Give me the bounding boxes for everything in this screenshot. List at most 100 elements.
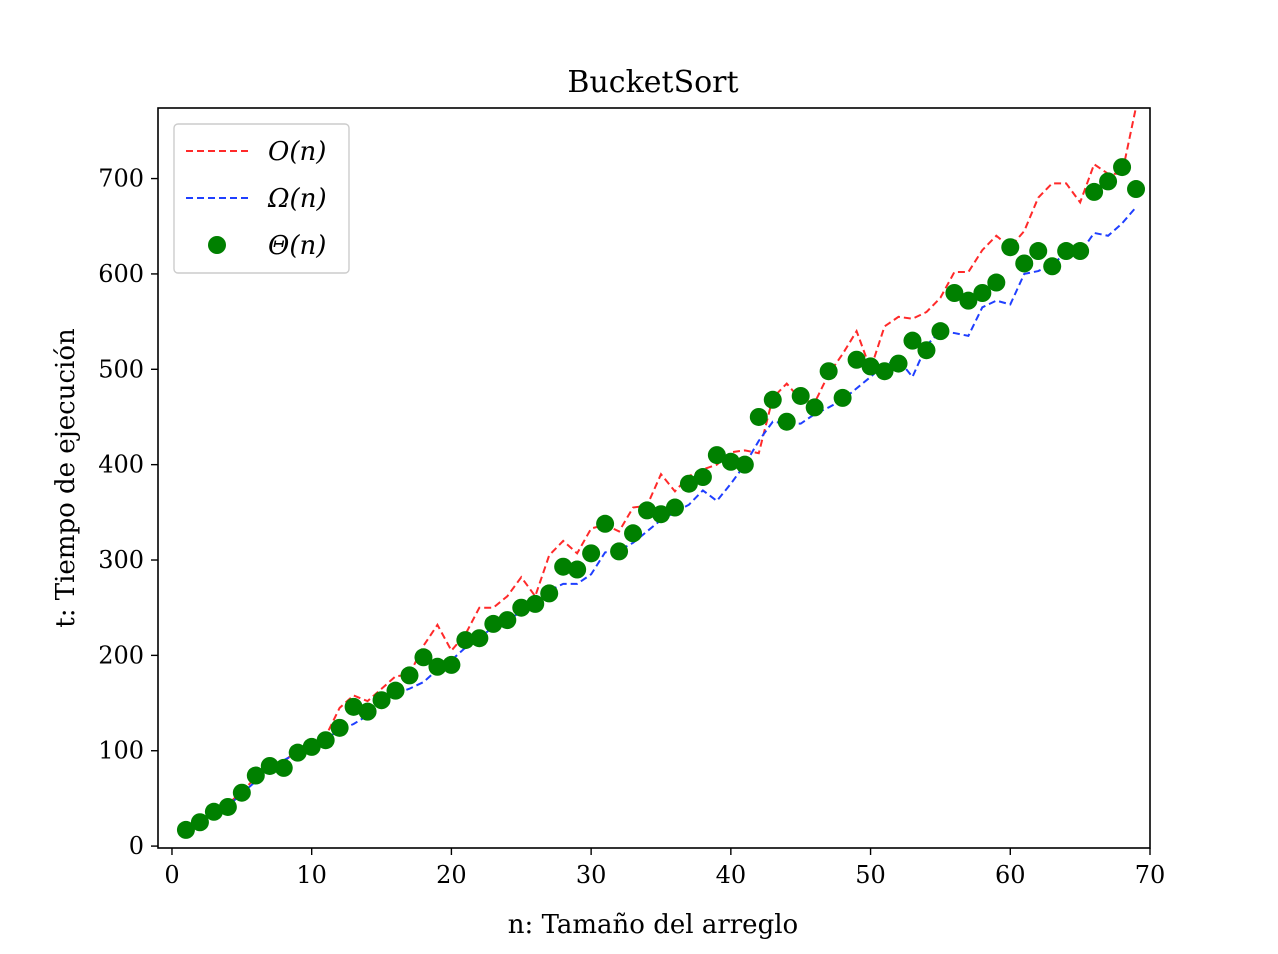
series-theta-point: [679, 474, 698, 493]
series-theta-point: [232, 783, 251, 802]
series-theta-point: [1113, 158, 1132, 177]
series-theta-point: [330, 718, 349, 737]
plot-frame: [157, 107, 1151, 849]
series-theta-point: [959, 291, 978, 310]
series-theta-point: [917, 341, 936, 360]
plot-area: [176, 108, 1146, 839]
y-tick-label: 200: [98, 641, 144, 669]
series-theta-point: [707, 446, 726, 465]
series-theta-point: [582, 544, 601, 563]
series-theta-point: [568, 560, 587, 579]
series-theta-point: [889, 354, 908, 373]
series-theta-point: [596, 514, 615, 533]
series-theta-point: [805, 398, 824, 417]
series-theta-point: [1015, 254, 1034, 273]
x-tick-label: 60: [995, 861, 1026, 889]
series-theta-point: [749, 407, 768, 426]
series-theta-point: [442, 655, 461, 674]
series-theta-point: [833, 388, 852, 407]
x-tick-label: 20: [436, 861, 467, 889]
series-theta-point: [819, 362, 838, 381]
x-tick-label: 40: [716, 861, 747, 889]
series-theta-point: [624, 524, 643, 543]
series-theta-point: [973, 284, 992, 302]
series-theta-point: [1099, 172, 1118, 191]
series-theta-point: [274, 758, 293, 777]
series-theta-point: [721, 452, 740, 471]
series-theta-point: [176, 820, 195, 839]
series-theta-point: [218, 797, 237, 816]
series-theta-point: [945, 284, 964, 302]
series-theta-point: [777, 412, 796, 431]
series-theta-point: [1127, 180, 1146, 199]
y-tick-label: 500: [98, 355, 144, 383]
series-theta-point: [190, 813, 209, 832]
series-theta-point: [651, 505, 670, 524]
legend-label-theta: Θ(n): [268, 231, 326, 261]
series-theta-point: [554, 557, 573, 576]
series-theta-point: [302, 737, 321, 756]
y-tick-label: 0: [129, 832, 144, 860]
y-tick-label: 400: [98, 451, 144, 479]
series-theta-point: [931, 322, 950, 341]
series-theta-point: [791, 386, 810, 405]
series-theta-point: [484, 614, 503, 633]
series-theta-point: [288, 743, 307, 762]
series-theta-point: [204, 802, 223, 821]
series-theta-point: [260, 756, 279, 775]
y-tick-label: 600: [98, 260, 144, 288]
x-tick-label: 0: [164, 861, 179, 889]
series-theta-point: [540, 584, 559, 603]
series-theta-point: [763, 390, 782, 409]
series-theta-point: [665, 498, 684, 517]
series-theta-point: [498, 611, 517, 630]
series-theta-point: [903, 331, 922, 350]
series-theta-point: [400, 666, 419, 685]
x-tick-label: 10: [296, 861, 327, 889]
x-axis: 0 10 20 30 40 50 60 70: [164, 848, 1165, 889]
series-theta-point: [456, 631, 475, 650]
x-tick-label: 70: [1135, 861, 1166, 889]
series-theta-point: [735, 455, 754, 474]
series-theta-point: [1085, 182, 1104, 201]
series-theta-point: [414, 648, 433, 667]
series-theta-point: [847, 350, 866, 369]
series-theta-point: [246, 766, 265, 785]
series-theta-point: [693, 468, 712, 487]
series-theta-point: [344, 697, 363, 716]
series-theta-point: [428, 657, 447, 676]
legend-label-o: O(n): [268, 137, 326, 167]
series-theta-point: [861, 357, 880, 376]
y-axis-label: t: Tiempo de ejecución: [51, 328, 81, 628]
series-theta-point: [1043, 257, 1062, 276]
series-theta-point: [1071, 242, 1090, 261]
x-tick-label: 30: [576, 861, 607, 889]
series-o-line: [185, 108, 1137, 830]
y-tick-label: 700: [98, 165, 144, 193]
series-theta-point: [526, 594, 545, 613]
series-theta-point: [358, 702, 377, 721]
series-theta-point: [386, 681, 405, 700]
series-theta-point: [610, 542, 629, 561]
series-theta-point: [316, 731, 335, 750]
chart-title: BucketSort: [567, 65, 738, 100]
x-axis-label: n: Tamaño del arreglo: [508, 910, 798, 940]
legend-swatch-theta: [208, 236, 226, 254]
legend: O(n) Ω(n) Θ(n): [173, 123, 350, 274]
series-theta-point: [638, 501, 657, 520]
y-tick-label: 300: [98, 546, 144, 574]
legend-label-omega: Ω(n): [267, 184, 327, 214]
y-axis: 0 100 200 300 400 500 600 700: [98, 165, 158, 860]
x-tick-label: 50: [855, 861, 886, 889]
series-theta-point: [512, 598, 531, 617]
series-theta-point: [875, 362, 894, 381]
y-tick-label: 100: [98, 737, 144, 765]
legend-box: [173, 123, 350, 274]
series-theta-point: [987, 273, 1006, 292]
series-theta-point: [1029, 242, 1048, 261]
series-theta-point: [470, 629, 489, 648]
series-theta-point: [1057, 242, 1076, 261]
series-theta-point: [1001, 238, 1020, 257]
series-theta-point: [372, 691, 391, 710]
